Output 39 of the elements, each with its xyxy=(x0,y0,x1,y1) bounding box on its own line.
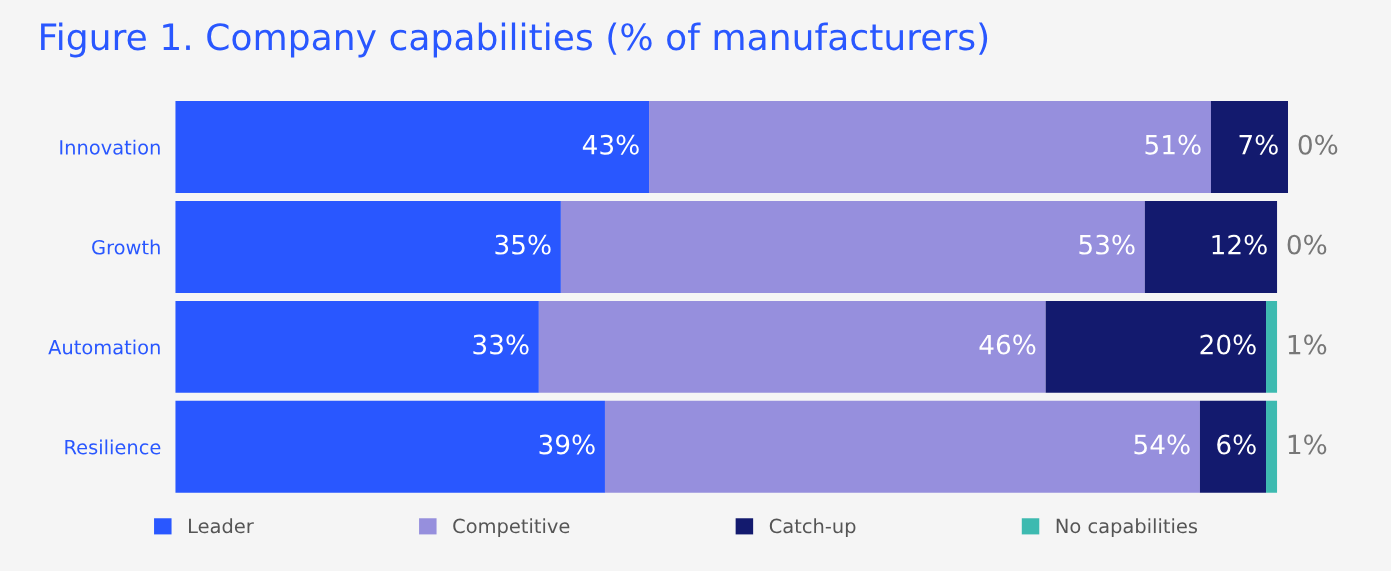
data-label: 54% xyxy=(1134,434,1190,455)
y-tick-label: Automation xyxy=(48,339,160,355)
data-label: 7% xyxy=(1239,134,1278,155)
bar xyxy=(175,400,605,493)
data-label: 43% xyxy=(582,134,639,155)
legend-label: Competitive xyxy=(453,518,570,538)
bar xyxy=(1210,101,1289,193)
data-label: 53% xyxy=(1079,234,1135,255)
y-tick-label: Resilience xyxy=(65,439,161,455)
bar xyxy=(175,300,539,393)
bar xyxy=(1045,300,1267,393)
bar xyxy=(1144,200,1278,293)
bar xyxy=(175,200,561,293)
bar xyxy=(604,400,1200,493)
data-label: 0% xyxy=(1287,234,1327,255)
bar xyxy=(175,101,650,193)
data-label: 1% xyxy=(1288,334,1327,355)
data-label: 20% xyxy=(1200,334,1256,355)
legend-label: Leader xyxy=(189,518,254,534)
data-label: 35% xyxy=(495,234,551,255)
bar xyxy=(1266,300,1278,393)
bar xyxy=(560,200,1145,293)
bar xyxy=(649,101,1211,193)
y-tick-label: Growth xyxy=(92,239,160,255)
legend-label: Catch-up xyxy=(769,518,856,538)
chart-title: Figure 1. Company capabilities (% of manufacturers) xyxy=(41,22,988,58)
y-tick-label: Innovation xyxy=(60,139,160,155)
data-label: 0% xyxy=(1298,134,1338,155)
data-label: 39% xyxy=(539,434,595,455)
data-label: 51% xyxy=(1145,134,1201,155)
bar xyxy=(1266,400,1278,493)
data-label: 33% xyxy=(473,334,529,355)
data-label: 1% xyxy=(1288,434,1327,455)
bar xyxy=(538,300,1046,393)
legend-label: No capabilities xyxy=(1056,518,1198,538)
data-label: 6% xyxy=(1217,434,1256,455)
bar xyxy=(1199,400,1267,493)
data-label: 12% xyxy=(1212,234,1267,255)
data-label: 46% xyxy=(979,334,1036,355)
